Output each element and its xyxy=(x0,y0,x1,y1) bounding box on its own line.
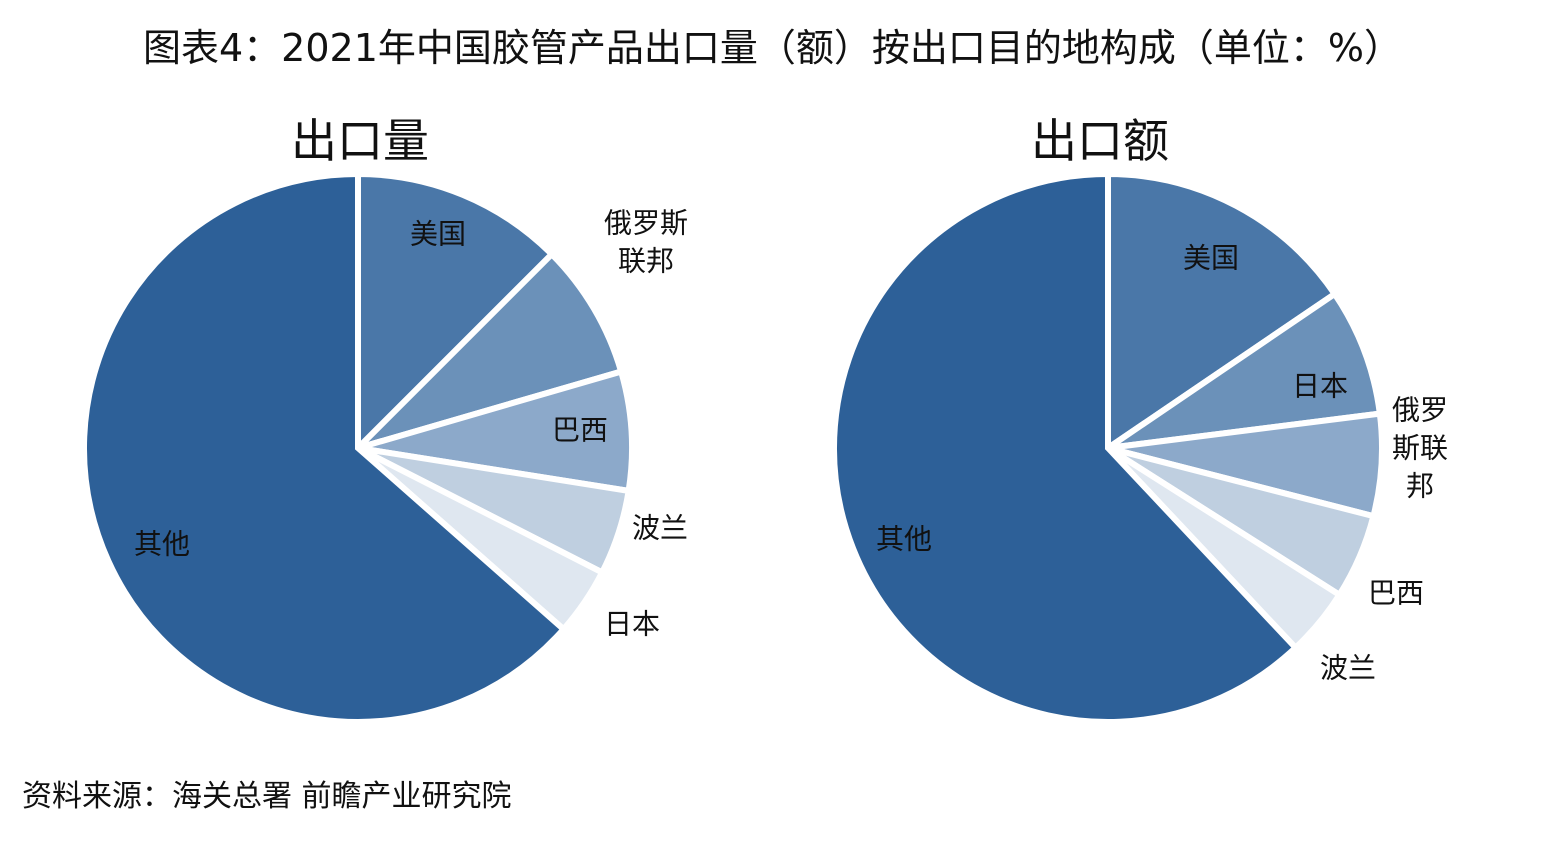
slice-label: 巴西 xyxy=(552,414,608,447)
slice-label: 美国 xyxy=(1183,242,1239,275)
slice-label-line: 波兰 xyxy=(632,512,688,545)
pie-slice xyxy=(1105,170,1339,454)
slice-label: 俄罗斯联邦 xyxy=(1392,394,1448,503)
slice-label: 波兰 xyxy=(1320,652,1376,685)
pie-slice xyxy=(831,170,1300,725)
slice-label: 其他 xyxy=(876,523,932,556)
pie-slice xyxy=(355,250,625,451)
slice-label: 俄罗斯联邦 xyxy=(604,207,688,278)
pie-slice xyxy=(355,170,556,456)
slice-label: 其他 xyxy=(134,528,190,561)
pie-slice xyxy=(1106,289,1384,451)
pie-title: 出口量 xyxy=(291,114,429,168)
source-note: 资料来源：海关总署 前瞻产业研究院 xyxy=(22,779,512,814)
slice-label-line: 波兰 xyxy=(1320,652,1376,685)
slice-label-line: 其他 xyxy=(876,523,932,556)
slice-label-line: 美国 xyxy=(410,218,466,251)
slice-label: 波兰 xyxy=(632,512,688,545)
slice-label-line: 俄罗 xyxy=(1392,394,1448,427)
slice-label-line: 巴西 xyxy=(552,414,608,447)
pie-slice xyxy=(81,170,568,725)
slice-label-line: 美国 xyxy=(1183,242,1239,275)
slice-label: 美国 xyxy=(410,218,466,251)
slice-label-line: 斯联 xyxy=(1392,432,1448,465)
slice-label: 巴西 xyxy=(1368,577,1424,610)
slice-label-line: 日本 xyxy=(1292,370,1348,403)
slice-label-line: 其他 xyxy=(134,528,190,561)
slice-label: 日本 xyxy=(1292,370,1348,403)
slice-label-line: 联邦 xyxy=(618,245,674,278)
slice-label-line: 俄罗斯 xyxy=(604,207,688,240)
slice-label-line: 日本 xyxy=(604,608,660,641)
main-title: 图表4：2021年中国胶管产品出口量（额）按出口目的地构成（单位：%） xyxy=(143,26,1402,70)
slice-label-line: 巴西 xyxy=(1368,577,1424,610)
pie-title: 出口额 xyxy=(1031,114,1169,168)
slice-label: 日本 xyxy=(604,608,660,641)
slice-label-line: 邦 xyxy=(1406,470,1434,503)
